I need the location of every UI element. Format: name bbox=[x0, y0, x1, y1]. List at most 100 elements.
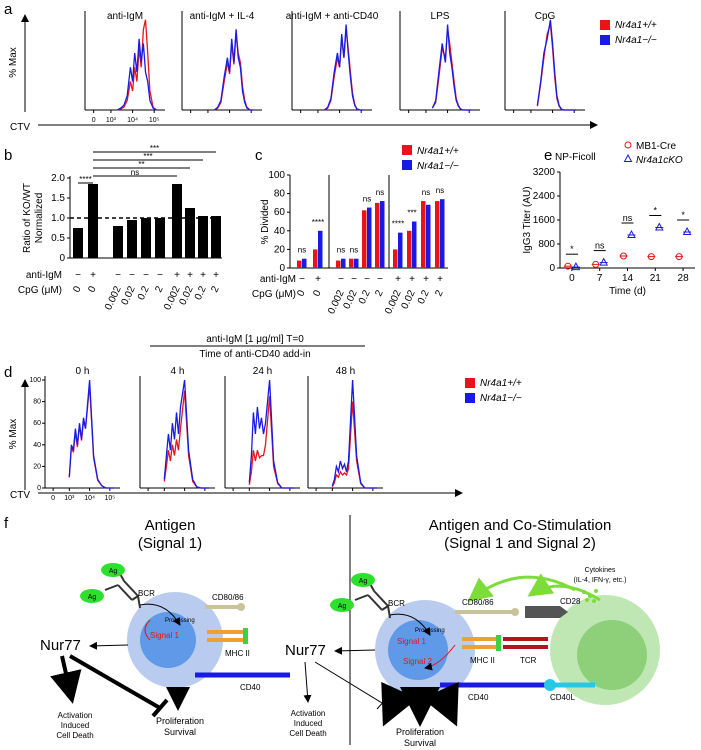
label: Proliferation bbox=[156, 716, 204, 726]
bcr bbox=[104, 569, 141, 609]
bar bbox=[172, 184, 182, 258]
panel-label: a bbox=[4, 1, 13, 18]
mhc bbox=[462, 645, 496, 649]
bar bbox=[73, 228, 83, 258]
arrow bbox=[139, 603, 181, 626]
legend-swatch bbox=[402, 145, 412, 155]
mhc bbox=[462, 637, 496, 641]
row-value: + bbox=[174, 270, 180, 281]
legend-swatch bbox=[465, 393, 475, 403]
label: Activation bbox=[58, 711, 93, 720]
bar bbox=[393, 249, 398, 268]
y-axis-label: % Max bbox=[8, 47, 19, 78]
row-value: + bbox=[187, 270, 193, 281]
annotation: **** bbox=[79, 175, 91, 184]
row-value: − bbox=[377, 274, 383, 285]
y-axis-label: Ratio of KO/WT bbox=[22, 183, 33, 253]
x-tick-label: 0 bbox=[51, 495, 55, 502]
row-value: 0.02 bbox=[400, 288, 418, 311]
bar bbox=[426, 204, 431, 268]
mhc bbox=[207, 630, 243, 634]
x-tick-label: 10³ bbox=[64, 495, 75, 502]
bar bbox=[362, 210, 367, 268]
label: (IL-4, IFN-γ, etc.) bbox=[574, 577, 627, 584]
row-value: 0 bbox=[71, 284, 84, 294]
legend-label: MB1-Cre bbox=[636, 141, 676, 152]
nucleus bbox=[577, 620, 647, 690]
row-value: + bbox=[395, 274, 401, 285]
label: CD80/86 bbox=[462, 598, 494, 607]
arrow bbox=[467, 575, 576, 602]
row-value: 0.2 bbox=[136, 284, 152, 302]
nucleus bbox=[140, 612, 196, 668]
histogram-curve bbox=[213, 29, 254, 111]
inhibit bbox=[68, 654, 162, 710]
y-tick-label: 0 bbox=[37, 485, 41, 492]
y-tick-label: 0 bbox=[549, 263, 555, 274]
panel-title: anti-IgM + IL-4 bbox=[190, 11, 255, 22]
row-label: CpG (μM) bbox=[18, 285, 62, 296]
bar bbox=[412, 221, 417, 268]
annotation: ns bbox=[298, 246, 306, 255]
histogram-curve bbox=[323, 24, 364, 111]
label: Signal 1 bbox=[397, 637, 426, 646]
row-value: 0 bbox=[311, 288, 324, 298]
cd80 bbox=[511, 608, 519, 616]
legend-swatch bbox=[402, 160, 412, 170]
tcr bbox=[503, 637, 548, 641]
row-value: − bbox=[299, 274, 305, 285]
row-value: − bbox=[157, 270, 163, 281]
label: TCR bbox=[520, 656, 537, 665]
row-value: + bbox=[315, 274, 321, 285]
x-tick-label: 10⁴ bbox=[84, 495, 95, 502]
y-axis-label: % Divided bbox=[260, 199, 271, 244]
label: Ag bbox=[359, 578, 368, 585]
bar bbox=[297, 260, 302, 268]
annotation: ns bbox=[595, 241, 605, 251]
mhc bbox=[207, 638, 243, 642]
bar bbox=[127, 220, 137, 258]
legend-label: Nr4a1+/+ bbox=[417, 146, 459, 157]
row-value: 2 bbox=[209, 284, 222, 294]
panel-title: 24 h bbox=[253, 366, 272, 377]
y-tick-label: 0.5 bbox=[51, 233, 65, 244]
annotation: ns bbox=[623, 213, 633, 223]
annotation: ns bbox=[422, 188, 430, 197]
row-value: 0.2 bbox=[193, 284, 209, 302]
row-value: − bbox=[351, 274, 357, 285]
bar bbox=[435, 201, 440, 268]
annotation: **** bbox=[312, 218, 324, 227]
bar bbox=[336, 260, 341, 268]
label: Cell Death bbox=[289, 729, 326, 738]
bar bbox=[421, 201, 426, 268]
row-value: + bbox=[213, 270, 219, 281]
panel-title: CpG bbox=[535, 11, 556, 22]
x-tick-label: 21 bbox=[650, 273, 662, 284]
arrow bbox=[303, 661, 312, 703]
panel-title: 48 h bbox=[336, 366, 355, 377]
y-tick-label: 60 bbox=[33, 420, 41, 427]
point bbox=[647, 253, 655, 261]
row-value: + bbox=[423, 274, 429, 285]
y-tick-label: 100 bbox=[29, 377, 41, 384]
antigen bbox=[80, 589, 104, 603]
bar bbox=[375, 202, 380, 268]
arrow bbox=[144, 619, 151, 641]
panel-label: f bbox=[4, 515, 9, 532]
label: Processing bbox=[415, 628, 445, 634]
label: Induced bbox=[294, 719, 322, 728]
x-tick-label: 0 bbox=[569, 273, 575, 284]
row-value: − bbox=[129, 270, 135, 281]
point bbox=[623, 153, 633, 162]
annotation: * bbox=[654, 206, 658, 216]
row-value: + bbox=[90, 270, 96, 281]
label: Signal 2 bbox=[403, 657, 432, 666]
label: BCR bbox=[388, 599, 405, 608]
arrow bbox=[50, 655, 82, 704]
label: Cell Death bbox=[56, 731, 93, 740]
x-axis-label: CTV bbox=[10, 490, 30, 501]
antigen bbox=[101, 563, 125, 577]
x-tick-label: 0 bbox=[92, 117, 96, 124]
label: Activation bbox=[291, 709, 326, 718]
